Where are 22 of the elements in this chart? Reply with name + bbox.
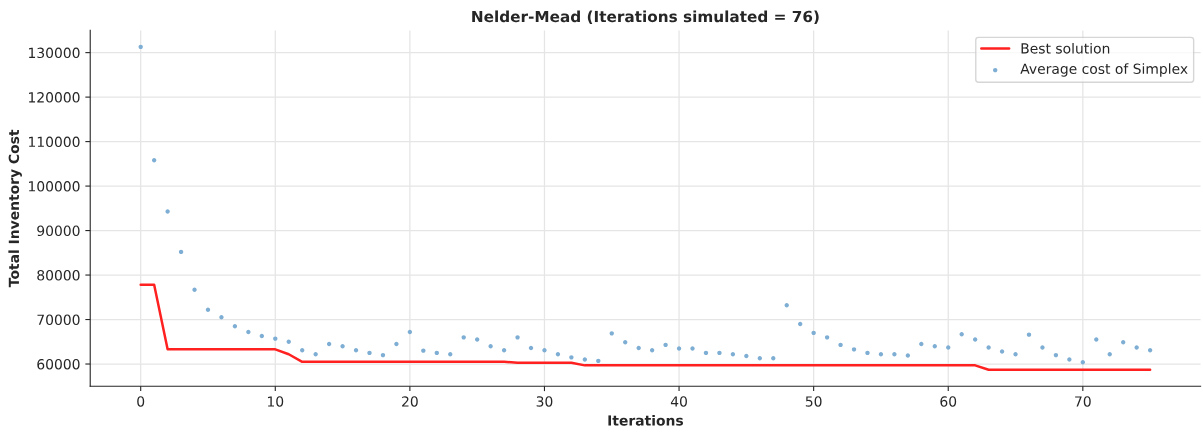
y-tick-label: 130000 <box>29 47 80 59</box>
y-tick-label: 100000 <box>29 181 80 192</box>
y-tick-label: 70000 <box>37 314 80 326</box>
y-tick-label: 60000 <box>37 358 80 370</box>
y-tick-label: 80000 <box>37 270 80 281</box>
legend-label: Best solution <box>1021 42 1110 54</box>
y-tick-label: 120000 <box>29 92 80 103</box>
legend-label: Average cost of Simplex <box>1020 63 1188 77</box>
x-tick-label: 30 <box>536 396 553 407</box>
x-tick-label: 50 <box>805 396 822 407</box>
x-tick-label: 60 <box>940 396 957 407</box>
y-axis-title: Total Inventory Cost <box>8 129 22 288</box>
x-tick-label: 0 <box>137 396 145 407</box>
chart-title: Nelder-Mead (Iterations simulated = 76) <box>472 10 819 25</box>
y-tick-label: 110000 <box>29 136 80 148</box>
x-axis-title: Iterations <box>608 414 684 426</box>
x-tick-label: 10 <box>267 396 284 407</box>
x-tick-label: 70 <box>1075 396 1091 407</box>
x-tick-label: 40 <box>670 396 687 407</box>
y-tick-label: 90000 <box>37 225 80 237</box>
x-tick-label: 20 <box>402 396 418 407</box>
line-series <box>139 283 1152 372</box>
